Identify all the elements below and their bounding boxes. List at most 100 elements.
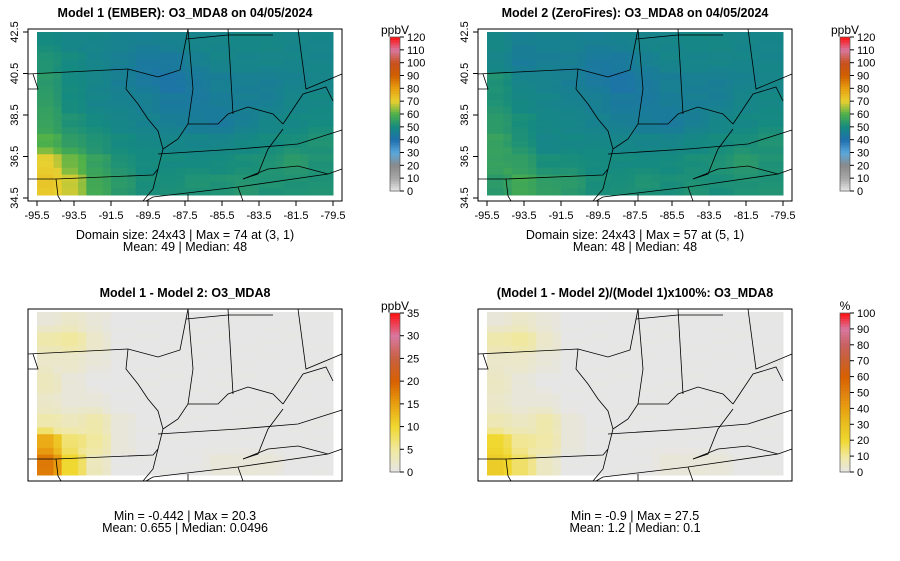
heatmap-cell <box>766 400 776 408</box>
colorbar-swatch <box>840 149 850 153</box>
heatmap-cell <box>528 352 537 361</box>
colorbar-tick-label: 100 <box>407 58 425 70</box>
heatmap-cell <box>544 167 554 176</box>
heatmap-cell <box>94 106 104 114</box>
heatmap-cell <box>242 447 252 456</box>
heatmap-cell <box>495 32 504 40</box>
heatmap-cell <box>217 366 227 374</box>
heatmap-cell <box>160 312 170 320</box>
colorbar-swatch <box>840 183 850 187</box>
heatmap-cell <box>610 312 620 320</box>
heatmap-cell <box>561 441 570 449</box>
heatmap-cell <box>160 352 170 361</box>
heatmap-cell <box>250 332 260 340</box>
heatmap-cell <box>53 181 63 189</box>
heatmap-cell <box>275 113 285 121</box>
heatmap-cell <box>552 133 562 142</box>
colorbar-swatch <box>840 432 850 436</box>
heatmap-cell <box>168 52 178 60</box>
heatmap-cell <box>283 332 293 340</box>
heatmap-cell <box>259 140 268 148</box>
heatmap-cell <box>94 407 104 415</box>
heatmap-cell <box>234 45 244 53</box>
heatmap-cell <box>102 72 112 81</box>
heatmap-cell <box>193 45 202 53</box>
heatmap-cell <box>217 167 227 176</box>
heatmap-cell <box>119 441 128 449</box>
colorbar-swatch <box>840 456 850 460</box>
colorbar-swatch <box>390 334 400 338</box>
heatmap-cell <box>676 154 685 162</box>
heatmap-cell <box>643 127 652 135</box>
heatmap-cell <box>300 400 309 408</box>
heatmap-cell <box>168 413 178 422</box>
heatmap-cell <box>544 427 554 435</box>
heatmap-cell <box>308 352 318 361</box>
heatmap-cell <box>561 413 570 422</box>
colorbar-swatch <box>390 413 400 417</box>
heatmap-cell <box>618 379 628 388</box>
heatmap-cell <box>193 441 202 449</box>
heatmap-cell <box>61 468 71 476</box>
heatmap-cell <box>53 174 63 182</box>
heatmap-cell <box>684 65 694 74</box>
colorbar-swatch <box>390 363 400 367</box>
heatmap-cell <box>585 393 595 401</box>
heatmap-cell <box>684 407 694 415</box>
heatmap-cell <box>201 59 211 67</box>
heatmap-cell <box>94 345 104 354</box>
heatmap-cell <box>544 32 554 40</box>
heatmap-cell <box>487 441 496 449</box>
heatmap-cell <box>37 332 46 340</box>
heatmap-cell <box>267 59 276 67</box>
heatmap-cell <box>626 434 636 442</box>
heatmap-cell <box>61 154 71 162</box>
heatmap-cell <box>503 345 513 354</box>
heatmap-cell <box>618 127 628 135</box>
heatmap-cell <box>561 52 570 60</box>
heatmap-cell <box>259 318 268 327</box>
heatmap-cell <box>185 93 194 101</box>
heatmap-cell <box>61 188 71 196</box>
heatmap-cell <box>209 454 219 462</box>
heatmap-cell <box>209 345 219 354</box>
heatmap-cell <box>53 318 63 327</box>
heatmap-cell <box>275 393 285 401</box>
heatmap-cell <box>511 79 521 87</box>
colorbar-swatch <box>390 379 400 383</box>
heatmap-cell <box>324 441 334 449</box>
heatmap-cell <box>618 345 628 354</box>
heatmap-cell <box>528 86 537 94</box>
heatmap-cell <box>684 461 694 469</box>
heatmap-cell <box>316 373 326 381</box>
colorbar-swatch <box>840 139 850 143</box>
heatmap-cell <box>78 359 87 367</box>
heatmap-cell <box>217 140 227 148</box>
heatmap-cell <box>217 332 227 340</box>
heatmap-cell <box>69 65 79 74</box>
heatmap-cell <box>185 59 194 67</box>
heatmap-cell <box>250 325 260 333</box>
heatmap-cell <box>758 147 768 155</box>
heatmap-cell <box>511 32 521 40</box>
heatmap-cell <box>324 413 334 422</box>
heatmap-cell <box>577 318 587 327</box>
heatmap-cell <box>725 373 735 381</box>
heatmap-cell <box>283 407 293 415</box>
heatmap-cell <box>487 65 496 74</box>
heatmap-cell <box>700 120 710 128</box>
heatmap-cell <box>168 86 178 94</box>
heatmap-cell <box>750 332 759 340</box>
heatmap-cell <box>511 325 521 333</box>
heatmap-cell <box>552 113 562 121</box>
heatmap-cell <box>774 468 784 476</box>
heatmap-cell <box>561 379 570 388</box>
heatmap-cell <box>651 188 661 196</box>
heatmap-cell <box>569 379 578 388</box>
heatmap-cell <box>78 339 87 347</box>
colorbar-swatch <box>390 65 400 69</box>
heatmap-cell <box>185 345 194 354</box>
heatmap-cell <box>201 167 211 176</box>
heatmap-cell <box>143 407 153 415</box>
heatmap-cell <box>86 427 96 435</box>
